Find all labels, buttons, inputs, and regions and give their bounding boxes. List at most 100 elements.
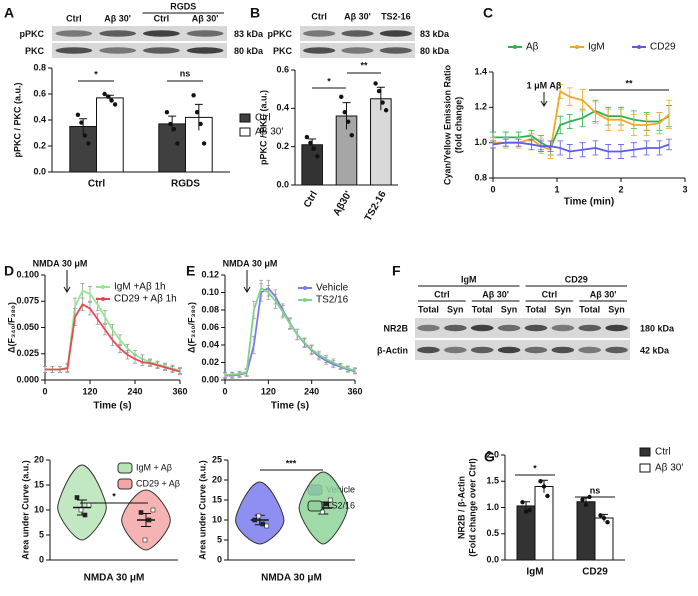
blot-header: Total (472, 304, 493, 314)
blot-band (186, 30, 224, 37)
y-tick-label: 0.5 (486, 528, 499, 538)
blot-band (551, 324, 575, 332)
data-point (82, 512, 88, 518)
x-tick-label: 120 (261, 386, 276, 396)
data-point (523, 509, 529, 514)
blot-band (341, 30, 374, 37)
legend-label: CD29 + Aβ 1h (114, 294, 177, 305)
data-point (373, 81, 378, 86)
series-line (225, 286, 356, 376)
y-tick-label: 0.025 (16, 348, 39, 358)
legend-label: Ctrl (655, 447, 671, 458)
blot-header: Ctrl (154, 13, 170, 23)
data-point (538, 479, 543, 484)
y-tick-label: 20 (212, 474, 222, 484)
data-point (545, 493, 550, 499)
blot-band (341, 47, 374, 54)
x-tick-label: 240 (127, 386, 142, 396)
x-axis-label: Time (s) (93, 401, 131, 412)
blot-band (143, 47, 180, 54)
x-tick-label: Aβ30' (331, 189, 354, 218)
y-tick-label: 1.4 (474, 66, 487, 76)
y-tick-label: 0.10 (201, 287, 219, 297)
bar (594, 517, 614, 561)
data-point (82, 133, 88, 138)
blot-band (444, 346, 467, 354)
data-point (194, 110, 200, 115)
y-tick-label: 5 (217, 534, 222, 544)
x-tick-label: 1 (554, 184, 559, 194)
data-point (168, 121, 173, 127)
data-point (315, 154, 320, 159)
blot-band (605, 346, 628, 354)
blot-header: Total (579, 304, 600, 314)
y-tick-label: 1.0 (486, 502, 499, 512)
legend-marker (303, 298, 307, 302)
legend-marker (303, 286, 307, 290)
panel-letter: G (484, 449, 495, 465)
x-tick-label: IgM (526, 567, 543, 578)
y-tick-label: 5 (39, 529, 44, 539)
data-point (86, 141, 91, 146)
row-label: PKC (25, 46, 45, 56)
legend-marker (637, 45, 641, 49)
data-point (78, 507, 84, 513)
y-tick-label: 0.02 (201, 357, 219, 367)
size-label: 83 kDa (420, 29, 450, 39)
annotation: ** (360, 60, 368, 70)
x-tick-label: CD29 (582, 567, 608, 578)
legend-marker (575, 45, 579, 49)
y-axis-label: NR2B / β-Actin (456, 476, 466, 539)
data-point (79, 120, 84, 125)
y-axis-label: pPKC / PKC (a.u.) (258, 90, 268, 165)
y-tick-label: 1.2 (474, 102, 487, 112)
data-point (191, 93, 196, 98)
blot-band (143, 30, 180, 37)
blot-strip (52, 26, 227, 41)
data-point (256, 513, 262, 519)
y-tick-label: 0.0 (276, 179, 289, 189)
blot-header: Ctrl (66, 13, 82, 23)
x-tick-label: 0 (42, 386, 47, 396)
annotation: *** (286, 458, 297, 468)
y-tick-label: 0.12 (201, 269, 219, 279)
data-point (175, 141, 180, 146)
y-axis-label: Area under Curve (a.u.) (197, 460, 207, 560)
data-point (383, 108, 389, 113)
y-tick-label: 0.08 (201, 304, 219, 314)
y-tick-label: 25 (212, 454, 222, 464)
data-point (171, 126, 177, 132)
blot-band (379, 30, 412, 37)
y-axis-label: Cyan/Yellow Emission Ratio (442, 64, 452, 185)
size-label: 80 kDa (420, 46, 450, 56)
blot-band (55, 47, 93, 54)
blot-header: Total (418, 304, 439, 314)
y-tick-label: 0.100 (16, 269, 39, 279)
x-axis-label: NMDA 30 μM (261, 573, 322, 584)
y-tick-label: 0.2 (276, 141, 289, 151)
data-point (346, 119, 351, 124)
blot-band (551, 346, 575, 354)
data-point (146, 517, 152, 523)
data-point (520, 500, 525, 505)
x-tick-label: 240 (304, 386, 319, 396)
y-tick-label: 10 (212, 514, 222, 524)
legend-marker (101, 285, 105, 289)
blot-header: RGDS (170, 1, 196, 11)
annotation: ns (590, 485, 601, 495)
legend-label: Ctrl (255, 113, 271, 124)
x-axis-label: Time (min) (564, 197, 614, 208)
data-point (308, 140, 313, 146)
blot-band (99, 30, 136, 37)
data-point (323, 501, 329, 507)
y-axis-label: (fold change) (453, 97, 463, 154)
data-point (583, 502, 589, 508)
blot-band (497, 324, 521, 332)
legend-label: IgM + Aβ (136, 462, 172, 472)
annotation: * (112, 491, 116, 501)
violin (235, 481, 285, 545)
y-axis-label: Area under Curve (a.u.) (20, 460, 30, 560)
data-point (150, 507, 156, 513)
legend-label: Aβ (526, 42, 539, 53)
x-tick-label: 2 (618, 184, 623, 194)
